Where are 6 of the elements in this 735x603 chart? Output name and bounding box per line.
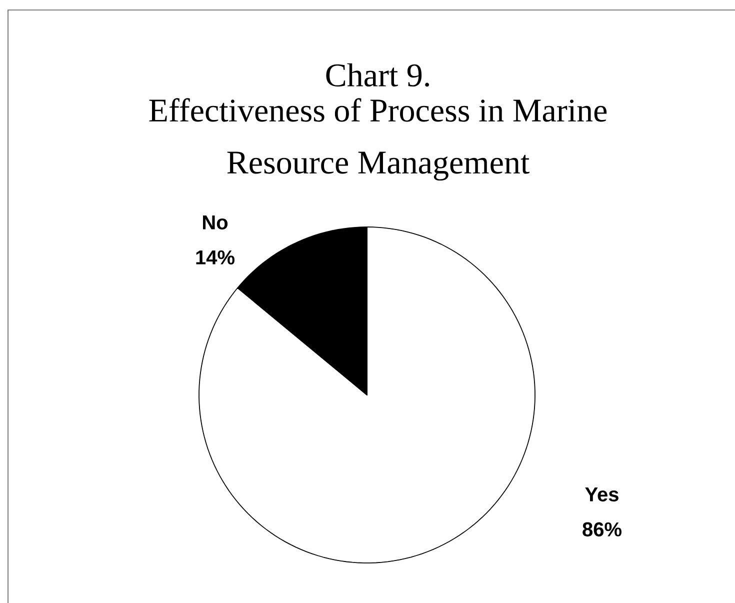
data-label: 14% (196, 250, 234, 264)
chart-title: Chart 9. (326, 63, 429, 87)
chart-subtitle: Effectiveness of Process in Marine Resource Management (149, 98, 607, 181)
data-label: 86% (582, 522, 622, 536)
slice-label: Yes (585, 487, 618, 502)
slice-label: No (203, 216, 228, 230)
